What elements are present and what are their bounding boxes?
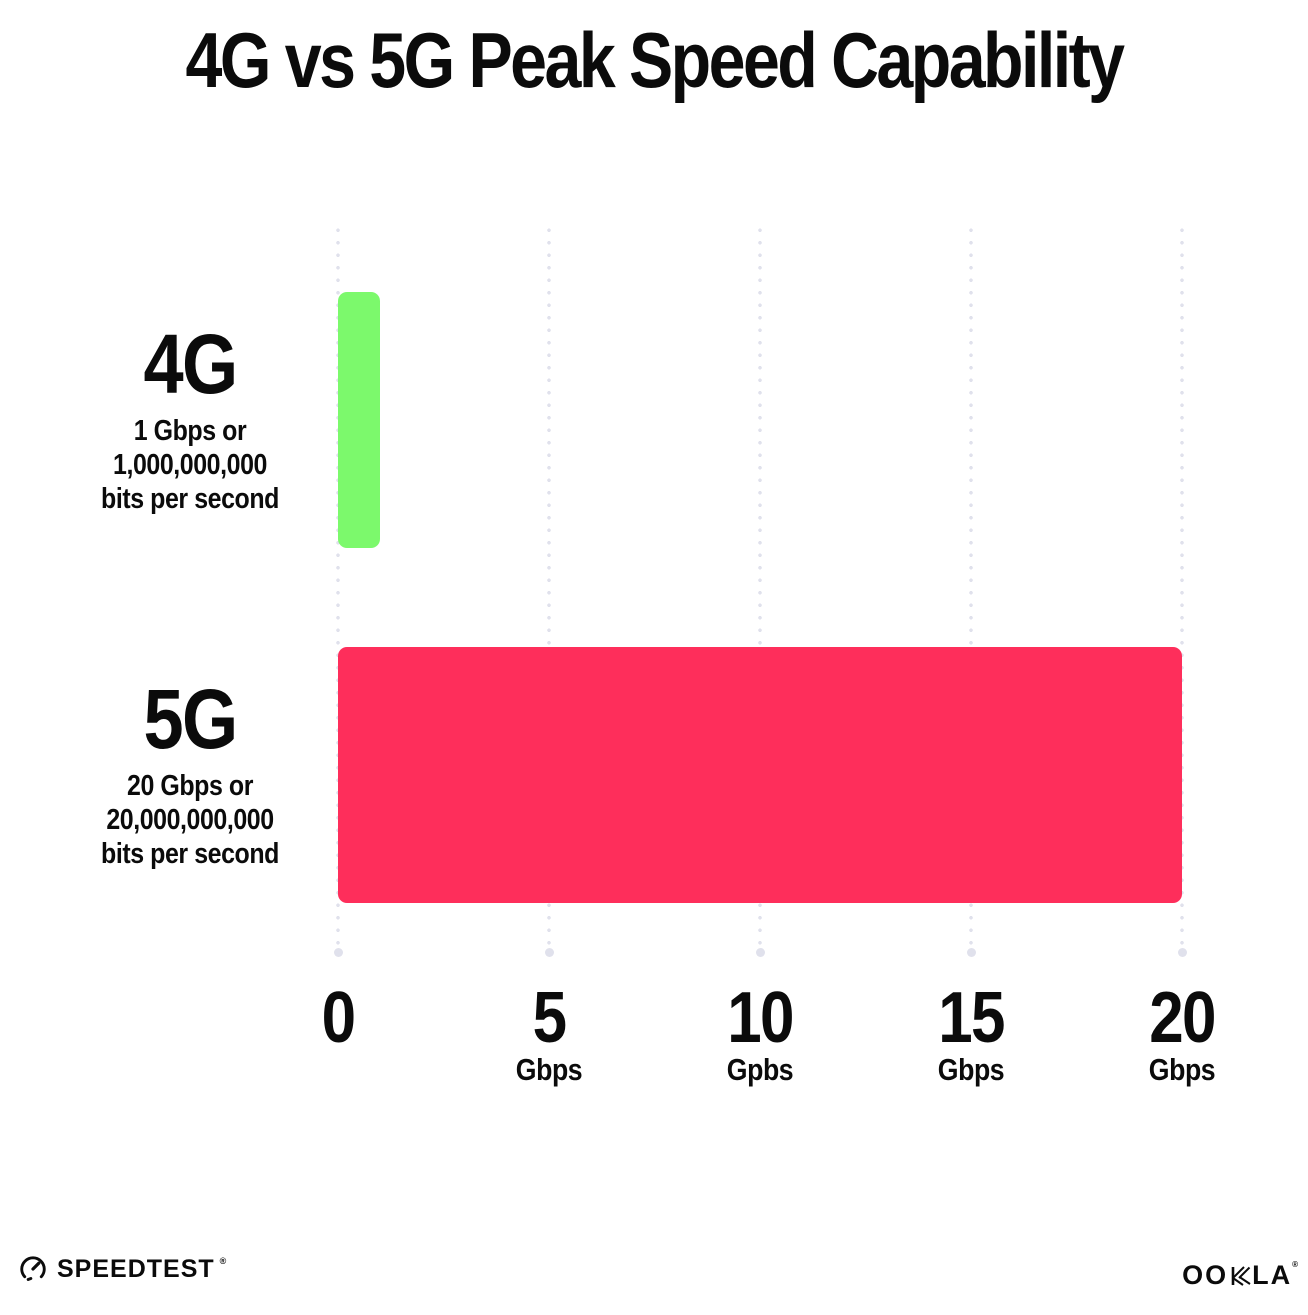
ookla-k-icon	[1231, 1265, 1251, 1286]
tick-label-0: 0	[321, 978, 356, 1058]
tick-label-5: 5	[532, 978, 567, 1058]
gridline-enddot-0	[333, 948, 343, 957]
row-name-4g: 4G	[143, 317, 239, 411]
ookla-wordmark-la: LA	[1252, 1260, 1293, 1290]
gridline-10	[758, 224, 762, 946]
row-label-4g: 4G 1 Gbps or 1,000,000,000 bits per second	[30, 322, 350, 516]
speedtest-gauge-icon	[20, 1256, 46, 1281]
gridline-5	[547, 224, 551, 946]
row-name-5g: 5G	[143, 672, 239, 766]
gridline-20	[1180, 224, 1184, 946]
speedtest-wordmark: SPEEDTEST	[57, 1254, 215, 1283]
row-sublabel: 1,000,000,000	[113, 449, 267, 481]
row-sublabel: 1 Gbps or	[133, 415, 247, 447]
tick-unit-10: Gpbs	[726, 1052, 794, 1087]
speedtest-logo: SPEEDTEST ®	[18, 1254, 226, 1284]
ookla-wordmark-oo: OO	[1182, 1260, 1229, 1290]
tick-label-20: 20	[1149, 978, 1216, 1058]
gridline-0	[336, 224, 340, 946]
row-sublabel: bits per second	[101, 483, 279, 515]
chart-title: 4G vs 5G Peak Speed Capability	[185, 16, 1125, 104]
tick-unit-15: Gbps	[937, 1052, 1005, 1087]
ookla-logo: OO LA ®	[1182, 1260, 1298, 1291]
speedtest-trademark: ®	[219, 1256, 227, 1266]
row-sublabel: 20 Gbps or	[127, 770, 253, 802]
bar-4g	[338, 292, 380, 548]
row-label-5g: 5G 20 Gbps or 20,000,000,000 bits per secon…	[30, 677, 350, 871]
row-sublabel: bits per second	[101, 838, 279, 870]
gridline-enddot-5	[544, 948, 554, 957]
tick-label-15: 15	[938, 978, 1005, 1058]
row-sublabel: 20,000,000,000	[106, 804, 274, 836]
tick-unit-20: Gbps	[1148, 1052, 1216, 1087]
gridline-enddot-10	[755, 948, 765, 957]
tick-label-10: 10	[727, 978, 794, 1058]
bar-5g	[338, 647, 1182, 903]
ookla-trademark: ®	[1292, 1260, 1298, 1269]
gridline-enddot-20	[1177, 948, 1187, 957]
gridline-enddot-15	[966, 948, 976, 957]
tick-unit-5: Gbps	[515, 1052, 583, 1087]
gridline-15	[969, 224, 973, 946]
